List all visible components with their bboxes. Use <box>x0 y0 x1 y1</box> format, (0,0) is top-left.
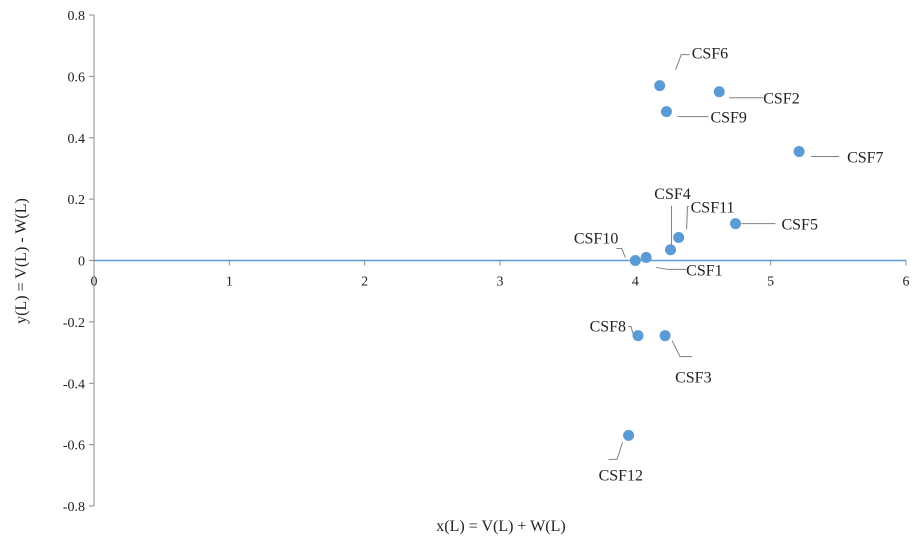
y-tick-label: 0 <box>78 255 85 270</box>
leader-line <box>675 54 690 70</box>
data-point <box>665 244 677 256</box>
point-label: CSF6 <box>692 46 728 63</box>
data-point <box>632 330 644 342</box>
y-tick-label: 0.8 <box>68 9 86 24</box>
y-tick-label: 0.2 <box>68 193 86 208</box>
leader-line <box>628 326 634 334</box>
x-tick-label: 4 <box>632 275 639 290</box>
data-point <box>729 218 741 230</box>
x-tick-label: 6 <box>903 275 910 290</box>
data-point <box>623 429 635 441</box>
data-points: CSF1 CSF2 CSF3 CSF4 CSF5 CSF6 CSF7 CSF8 CSF9 CSF1… <box>574 46 884 485</box>
x-tick-label: 3 <box>497 275 504 290</box>
y-tick-label: -0.8 <box>63 500 85 515</box>
leader-line <box>656 266 687 270</box>
point-label: CSF3 <box>675 370 711 387</box>
data-point <box>713 86 725 98</box>
y-tick-label: 0.6 <box>68 70 86 85</box>
data-point <box>673 231 685 243</box>
point-label: CSF1 <box>686 262 722 279</box>
data-point <box>654 80 666 92</box>
point-label: CSF7 <box>847 150 883 167</box>
leader-line <box>608 442 624 460</box>
data-point <box>793 146 805 158</box>
point-label: CSF8 <box>590 319 626 336</box>
data-point <box>640 251 652 263</box>
x-axis-title: x(L) = V(L) + W(L) <box>436 518 565 535</box>
y-tick-label: -0.6 <box>63 439 85 454</box>
y-axis-title: y(L) = V(L) - W(L) <box>13 198 30 324</box>
x-tick-label: 2 <box>361 275 368 290</box>
point-label: CSF5 <box>781 217 817 234</box>
data-point <box>629 255 641 266</box>
x-tick-label: 1 <box>226 275 233 290</box>
point-label: CSF12 <box>599 467 643 484</box>
x-tick-label: 5 <box>767 275 774 290</box>
point-label: CSF11 <box>691 199 735 216</box>
axes: 0.8 0.6 0.4 0.2 0 -0.2 -0.4 -0.6 -0.8 0 1 2 3 4 5 6 <box>63 9 910 515</box>
y-tick-label: -0.2 <box>63 316 85 331</box>
data-point <box>659 330 671 342</box>
y-tick-label: -0.4 <box>63 377 85 392</box>
leader-line <box>686 205 689 230</box>
point-label: CSF10 <box>574 231 618 248</box>
point-label: CSF2 <box>763 91 799 108</box>
point-label: CSF4 <box>654 186 690 203</box>
point-label: CSF9 <box>710 110 746 127</box>
leader-line <box>616 248 626 258</box>
data-point <box>660 106 672 118</box>
x-tick-label: 0 <box>91 275 98 290</box>
y-tick-label: 0.4 <box>68 132 86 147</box>
leader-line <box>671 340 693 358</box>
